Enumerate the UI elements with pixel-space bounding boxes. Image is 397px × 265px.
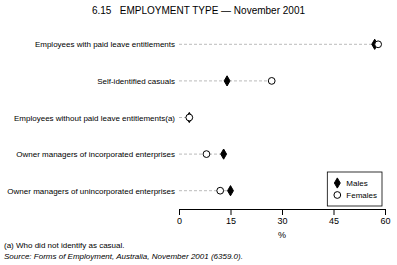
point	[186, 114, 193, 121]
point	[221, 149, 227, 159]
y-tick: Self-identified casuals	[97, 77, 179, 86]
x-tick-label: 15	[226, 216, 236, 226]
y-axis-line	[179, 27, 180, 210]
x-tick: 15	[226, 209, 236, 226]
x-tick-mark	[179, 209, 180, 215]
y-tick-label: Owner managers of incorporated enterpris…	[16, 150, 175, 159]
point	[268, 78, 275, 85]
chart: 6.15 EMPLOYMENT TYPE — November 2001 Empl…	[0, 0, 397, 265]
y-tick: Owner managers of incorporated enterpris…	[16, 150, 179, 159]
y-tick-label: Employees without paid leave entitlement…	[14, 114, 175, 123]
x-tick-label: 30	[277, 216, 287, 226]
x-tick-mark	[334, 209, 335, 215]
y-tick-label: Self-identified casuals	[97, 77, 175, 86]
x-label: %	[278, 230, 286, 240]
x-axis-line	[180, 210, 386, 216]
legend-symbol	[334, 178, 340, 188]
legend-symbol	[334, 192, 341, 199]
legend-frame	[327, 172, 382, 206]
point	[217, 187, 224, 194]
point	[224, 76, 230, 86]
point	[203, 151, 210, 158]
footnote: (a) Who did not identify as casual.	[4, 241, 125, 250]
x-tick-mark	[385, 209, 386, 215]
footnote: Source: Forms of Employment, Australia, …	[4, 252, 243, 261]
x-tick-mark	[231, 209, 232, 215]
title: 6.15 EMPLOYMENT TYPE — November 2001	[92, 5, 305, 16]
x-tick: 0	[177, 209, 182, 226]
y-tick-label: Employees with paid leave entitlements	[35, 40, 175, 49]
x-tick-mark	[282, 209, 283, 215]
legend-label: Males	[346, 179, 367, 188]
point	[375, 41, 382, 48]
y-tick: Employees with paid leave entitlements	[35, 40, 179, 49]
leader-line	[179, 44, 378, 45]
x-axis: 0 15 30 45 60	[177, 209, 391, 226]
series-1	[186, 41, 382, 194]
x-tick-label: 60	[380, 216, 390, 226]
x-tick-label: 0	[177, 216, 182, 226]
x-tick: 30	[277, 209, 287, 226]
leader-line	[179, 154, 224, 155]
x-tick: 45	[329, 209, 339, 226]
y-tick: Owner managers of unincorporated enterpr…	[7, 187, 179, 196]
legend-label: Females	[346, 191, 377, 200]
point	[186, 112, 192, 122]
x-tick-label: 45	[329, 216, 339, 226]
legend-item: Males	[334, 178, 367, 188]
x-tick: 60	[380, 209, 390, 226]
y-tick-label: Owner managers of unincorporated enterpr…	[7, 187, 175, 196]
legend: Males Females	[327, 172, 382, 206]
y-tick: Employees without paid leave entitlement…	[14, 114, 179, 123]
y-axis: Employees with paid leave entitlements Se…	[7, 27, 179, 210]
point	[228, 186, 234, 196]
legend-item: Females	[334, 191, 377, 200]
